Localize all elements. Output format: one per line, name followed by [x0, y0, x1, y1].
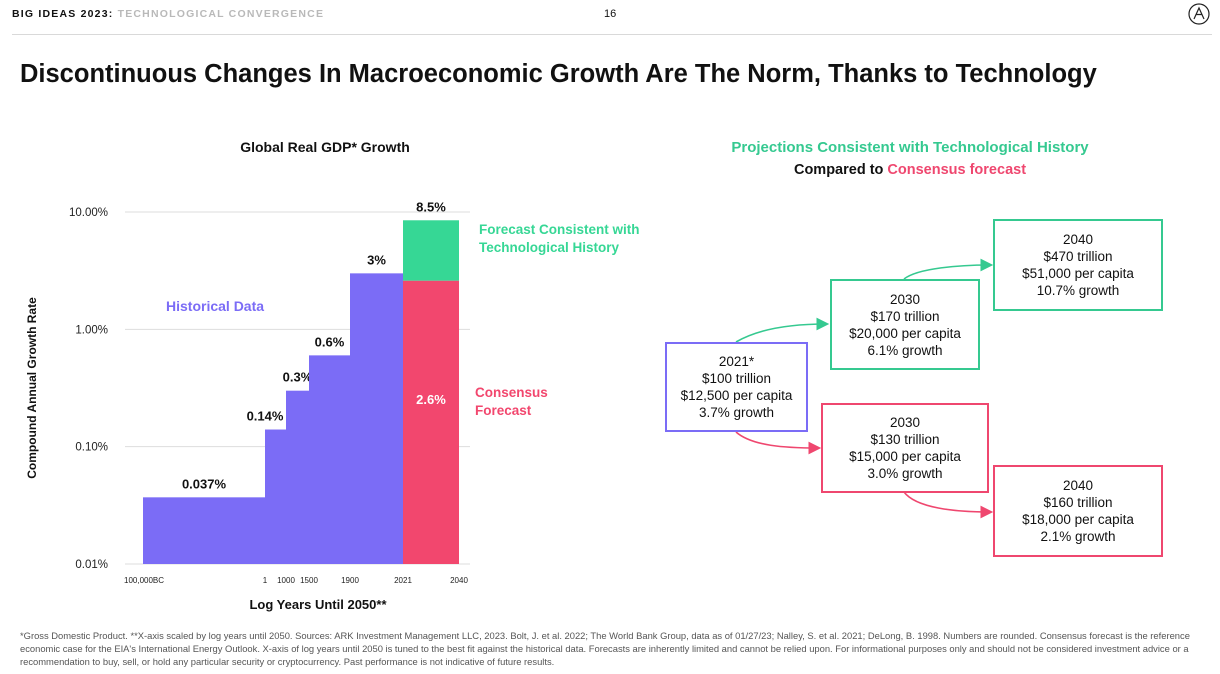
box-growth: 3.7% growth: [698, 405, 775, 420]
series-subtitle: TECHNOLOGICAL CONVERGENCE: [117, 8, 325, 20]
chart-title: Global Real GDP* Growth: [240, 139, 410, 155]
projections-subtitle: Compared to Consensus forecast: [660, 162, 1160, 178]
bar-consensus: [403, 280, 459, 564]
bar-data-label: 0.14%: [247, 409, 284, 424]
annotation-technological-line1: Forecast Consistent with: [479, 222, 640, 237]
box-per-capita: $12,500 per capita: [680, 388, 793, 403]
projection-arrows: [735, 258, 994, 519]
page-title: Discontinuous Changes In Macroeconomic G…: [20, 60, 1097, 88]
projections-title: Projections Consistent with Technologica…: [731, 139, 1089, 156]
box-per-capita: $51,000 per capita: [1022, 266, 1134, 281]
bar-data-label: 8.5%: [416, 199, 446, 214]
gdp-growth-chart: 10.00% 1.00% 0.10% 0.01% 0.037% 0.14% 0.3% 0.6%…: [25, 199, 640, 612]
box-year: 2040: [1062, 232, 1094, 247]
box-year: 2040: [1062, 478, 1094, 493]
bar-data-label: 0.037%: [182, 476, 227, 491]
bar-data-label: 0.6%: [315, 334, 345, 349]
projection-box-consensus-2030: 2030 $130 trillion $15,000 per capita 3.…: [821, 403, 989, 493]
bar-historical: [265, 429, 286, 564]
box-gdp: $160 trillion: [1043, 495, 1113, 510]
box-growth: 6.1% growth: [867, 342, 943, 358]
bar-technological: [403, 220, 459, 281]
projections-subtitle-highlight: Consensus forecast: [887, 162, 1027, 178]
x-tick-label: 1: [263, 576, 268, 585]
y-tick-label: 0.01%: [75, 559, 108, 571]
bar-data-label: 2.6%: [416, 392, 446, 407]
x-tick-label: 1000: [277, 576, 295, 585]
projection-box-tech-2030: 2030 $170 trillion $20,000 per capita 6.…: [830, 279, 980, 370]
box-gdp: $170 trillion: [870, 308, 940, 324]
bar-historical: [350, 273, 403, 564]
arrow-cons-2030-to-2040: [903, 491, 994, 519]
page-number: 16: [604, 8, 617, 20]
y-tick-label: 0.10%: [75, 442, 108, 454]
series-title: BIG IDEAS 2023:: [12, 8, 114, 20]
y-tick-label: 1.00%: [75, 324, 108, 336]
arrow-start-to-tech-2030: [735, 317, 830, 343]
box-per-capita: $15,000 per capita: [849, 449, 961, 464]
box-gdp: $470 trillion: [1043, 249, 1113, 264]
box-year: 2021*: [718, 354, 755, 369]
box-growth: 2.1% growth: [1040, 529, 1116, 544]
projections-subtitle-prefix: Compared to: [793, 162, 884, 178]
annotation-consensus-line2: Forecast: [475, 403, 532, 418]
box-per-capita: $20,000 per capita: [849, 325, 961, 341]
annotation-consensus-line1: Consensus: [475, 385, 548, 400]
box-growth: 3.0% growth: [867, 466, 943, 481]
bar-data-label: 3%: [367, 252, 386, 267]
box-gdp: $100 trillion: [701, 371, 772, 386]
bar-historical: [143, 497, 265, 564]
box-year: 2030: [889, 415, 921, 430]
projection-box-tech-2040: 2040 $470 trillion $51,000 per capita 10…: [993, 219, 1163, 311]
x-tick-label: 2040: [450, 576, 468, 585]
series-header: BIG IDEAS 2023: TECHNOLOGICAL CONVERGENC…: [12, 8, 324, 20]
bar-historical: [309, 355, 350, 564]
arrow-start-to-cons-2030: [735, 431, 822, 455]
annotation-historical: Historical Data: [166, 298, 264, 314]
projection-flow: 2021* $100 trillion $12,500 per capita 3…: [660, 210, 1210, 570]
y-axis-label: Compound Annual Growth Rate: [25, 297, 39, 479]
bar-historical: [286, 390, 309, 564]
header-divider: [12, 34, 1212, 35]
projection-box-consensus-2040: 2040 $160 trillion $18,000 per capita 2.…: [993, 465, 1163, 557]
bar-data-label: 0.3%: [283, 370, 313, 385]
box-growth: 10.7% growth: [1036, 283, 1120, 298]
footnote: *Gross Domestic Product. **X-axis scaled…: [20, 630, 1190, 667]
box-year: 2030: [889, 291, 921, 307]
box-gdp: $130 trillion: [870, 432, 940, 447]
x-tick-label: 1500: [300, 576, 318, 585]
ark-logo-icon: [1188, 3, 1210, 25]
x-tick-label: 2021: [394, 576, 412, 585]
box-per-capita: $18,000 per capita: [1022, 512, 1134, 527]
x-axis-label: Log Years Until 2050**: [249, 597, 387, 612]
arrow-tech-2030-to-2040: [903, 258, 994, 280]
annotation-technological-line2: Technological History: [479, 240, 620, 255]
x-tick-label: 1900: [341, 576, 359, 585]
projection-box-2021: 2021* $100 trillion $12,500 per capita 3…: [665, 342, 808, 432]
y-tick-label: 10.00%: [69, 207, 108, 219]
x-tick-label: 100,000BC: [124, 576, 164, 585]
